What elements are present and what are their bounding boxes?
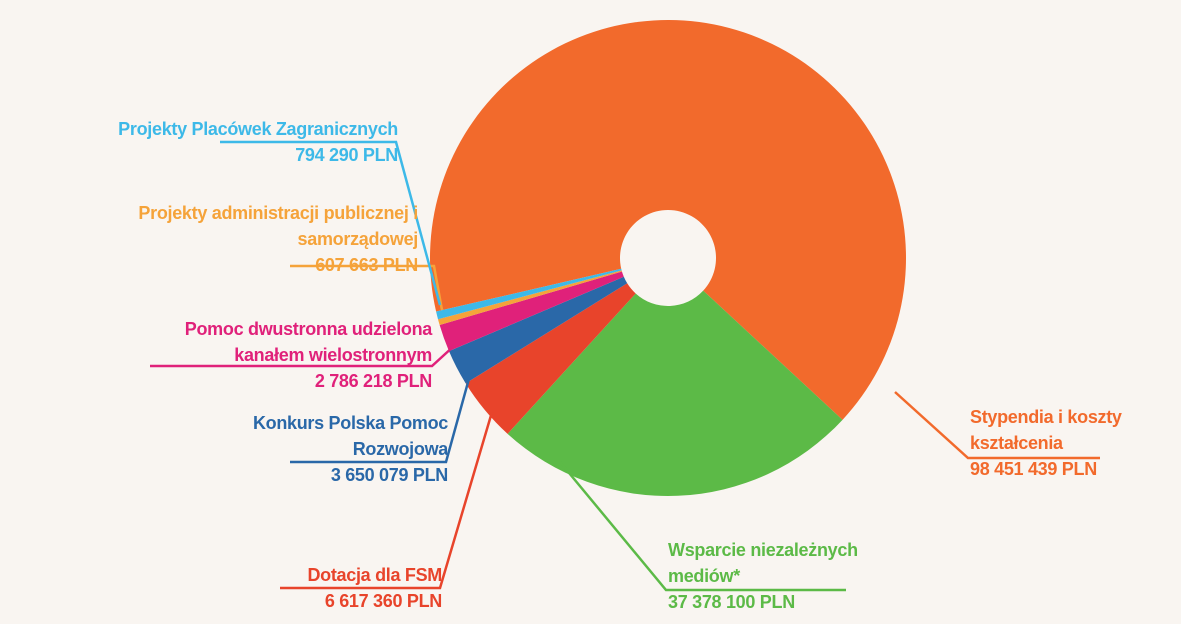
donut-segment — [465, 283, 636, 434]
segment-label: Dotacja dla FSM 6 617 360 PLN — [182, 562, 442, 614]
leader-line — [894, 391, 1100, 460]
leader-line — [290, 374, 472, 464]
category-name: Projekty administracji publicznej i samo… — [138, 203, 418, 249]
segment-label: Pomoc dwustronna udzielona kanałem wielo… — [132, 316, 433, 394]
value-label: 6 617 360 PLN — [324, 591, 442, 611]
donut-segment — [436, 268, 622, 320]
segment-label: Konkurs Polska Pomoc Rozwojowa 3 650 079 … — [188, 410, 448, 488]
segment-label: Wsparcie niezależnych mediów* 37 378 100 … — [668, 537, 908, 615]
leader-line — [150, 344, 456, 368]
value-label: 3 650 079 PLN — [330, 465, 448, 485]
value-label: 98 451 439 PLN — [970, 459, 1097, 479]
value-label: 2 786 218 PLN — [314, 371, 432, 391]
category-name: Projekty Placówek Zagranicznych — [118, 119, 398, 139]
leader-line — [559, 461, 846, 592]
value-label: 794 290 PLN — [295, 145, 398, 165]
leader-line — [290, 264, 444, 311]
leader-line — [220, 140, 442, 306]
donut-segment — [448, 276, 628, 384]
segment-label: Projekty Placówek Zagranicznych 794 290 P… — [0, 116, 398, 168]
category-name: Pomoc dwustronna udzielona kanałem wielo… — [184, 319, 433, 365]
category-name: Stypendia i koszty kształcenia — [970, 407, 1122, 453]
donut-segment — [507, 290, 843, 496]
value-label: 607 663 PLN — [315, 255, 418, 275]
donut-segment — [439, 271, 624, 352]
category-name: Konkurs Polska Pomoc Rozwojowa — [252, 413, 448, 459]
segment-label: Stypendia i koszty kształcenia 98 451 439… — [970, 404, 1181, 482]
donut-segment — [430, 20, 906, 420]
leader-line — [280, 411, 494, 590]
category-name: Wsparcie niezależnych mediów* — [668, 540, 858, 586]
segment-label: Projekty administracji publicznej i samo… — [138, 200, 418, 278]
category-name: Dotacja dla FSM — [307, 565, 442, 585]
donut-segment — [438, 270, 622, 326]
value-label: 37 378 100 PLN — [668, 592, 795, 612]
